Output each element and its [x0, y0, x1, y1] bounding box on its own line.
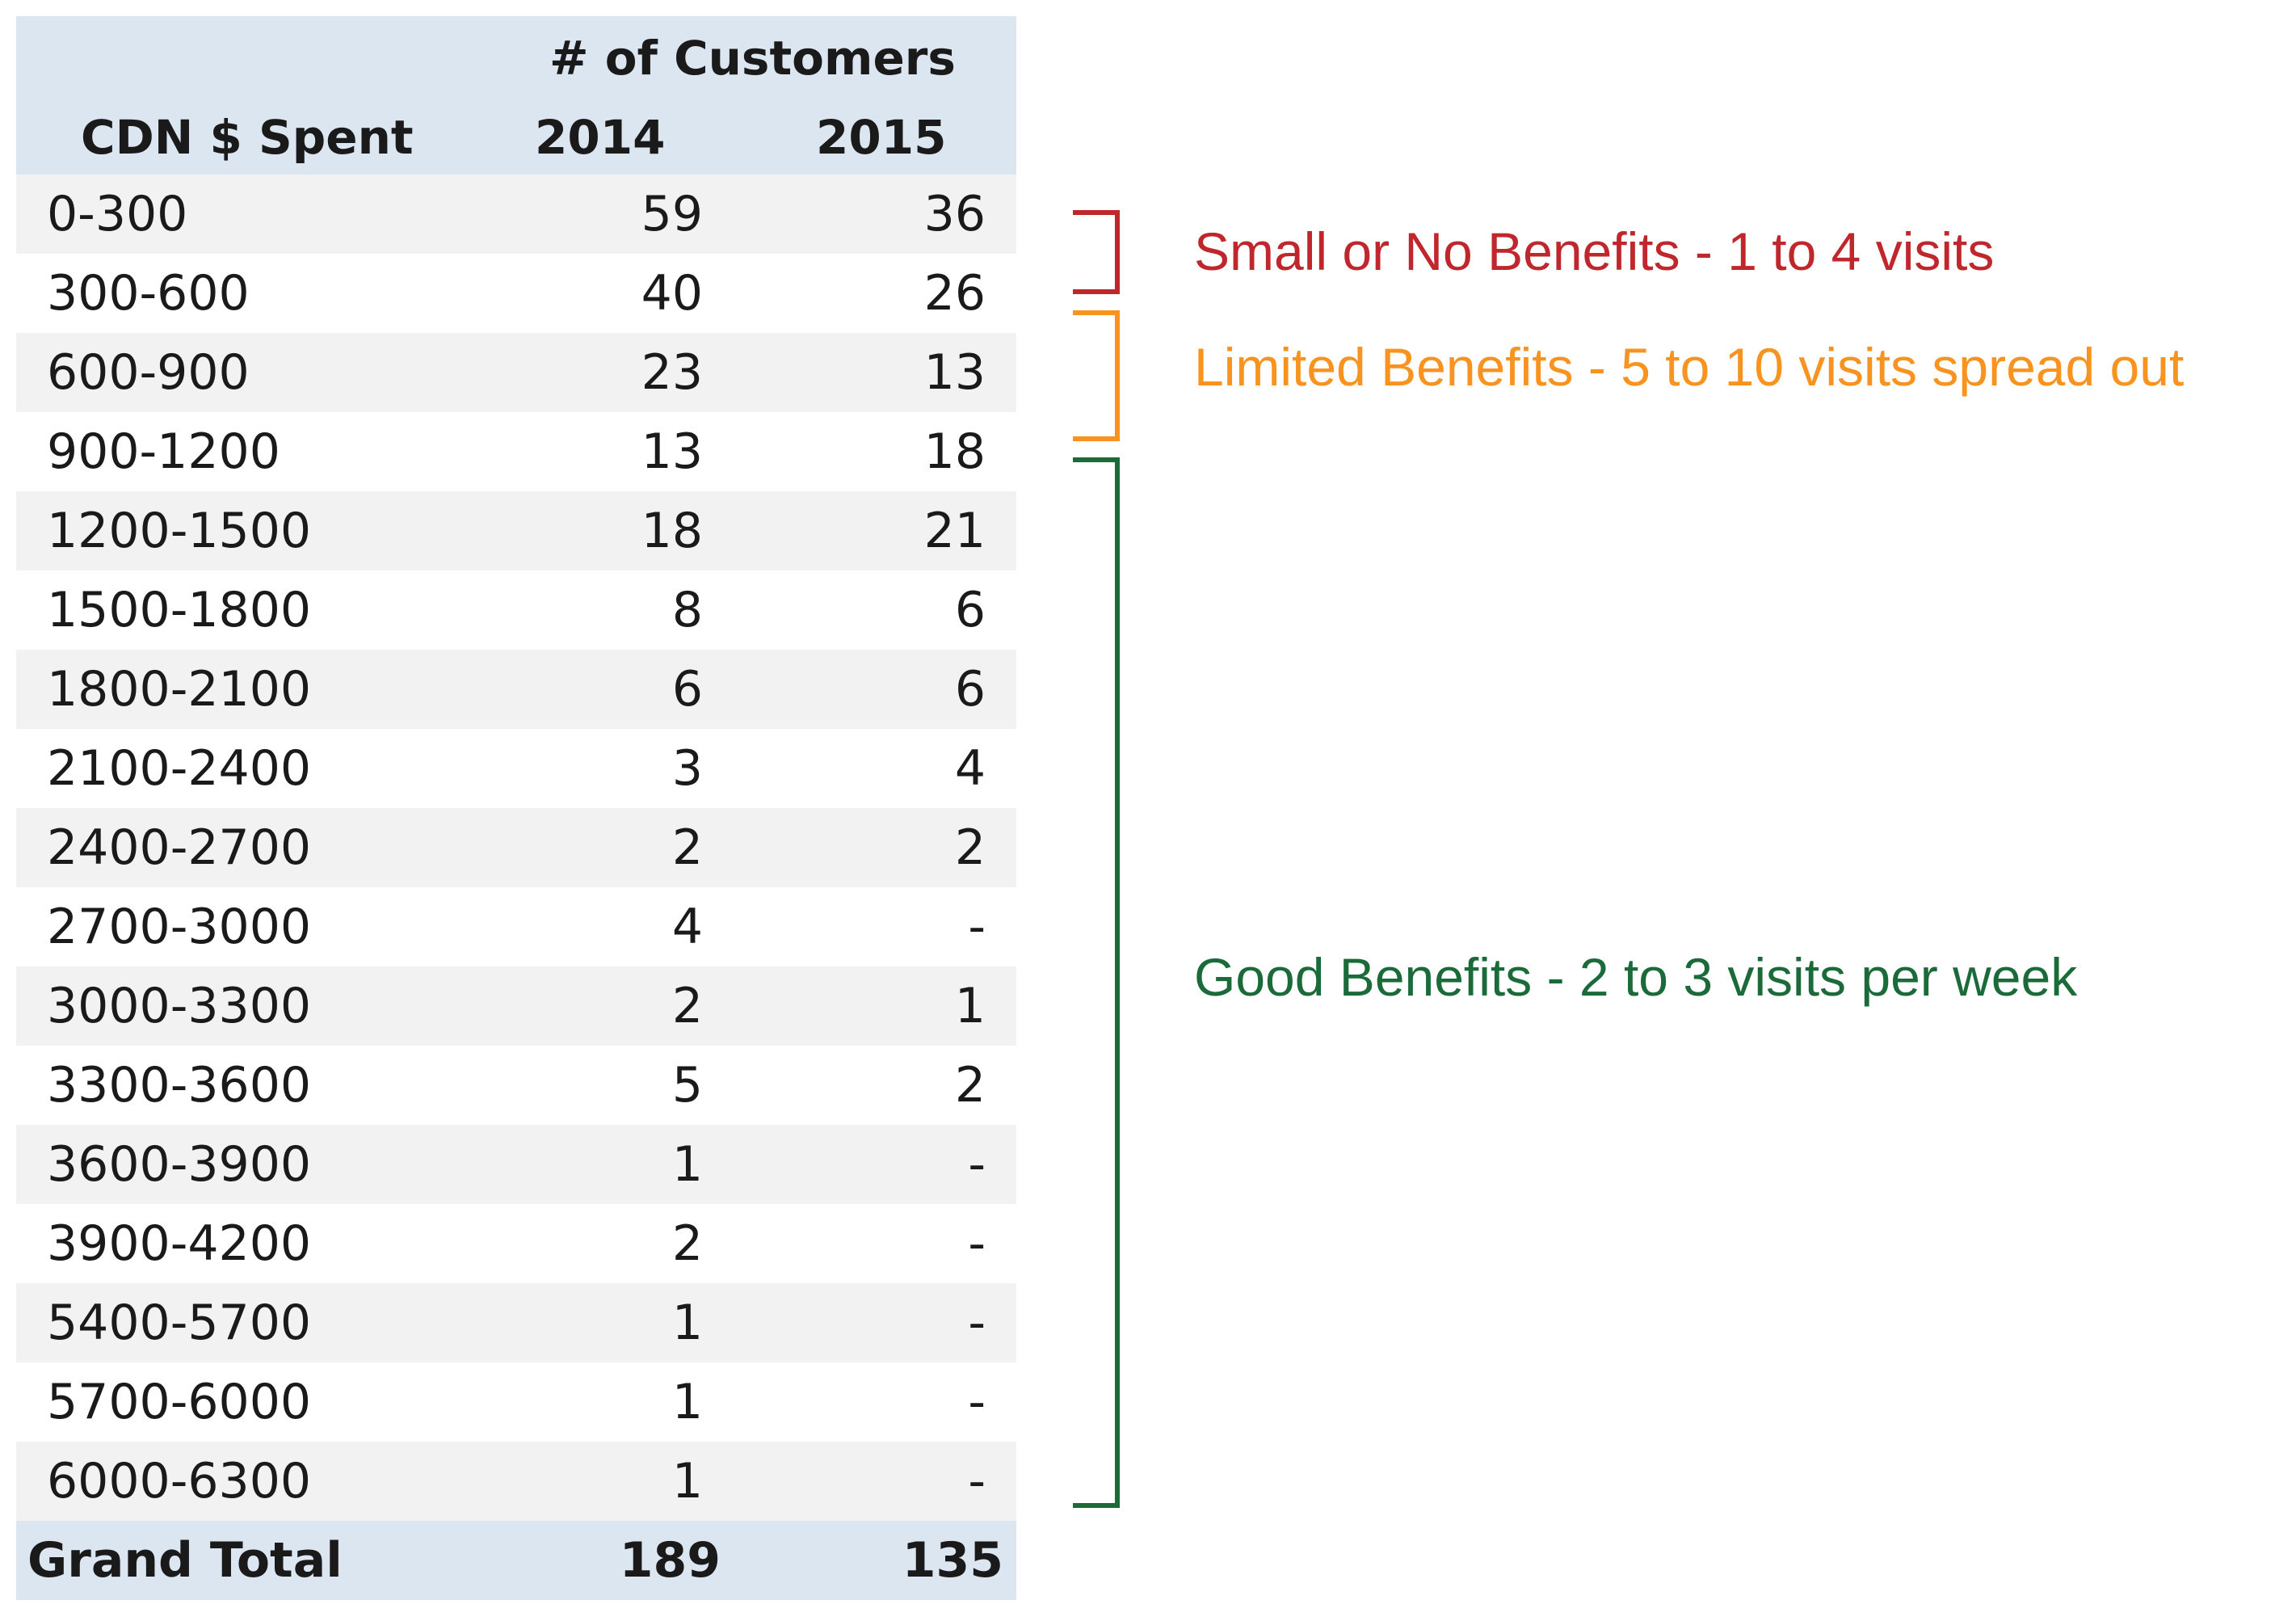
cell-range: 3900-4200 — [47, 1215, 312, 1272]
cell-2014: 2 — [671, 1215, 703, 1272]
table-row: 1800-2100 6 6 — [16, 650, 1016, 729]
cell-2015: - — [968, 899, 986, 955]
cell-range: 2700-3000 — [47, 899, 312, 955]
table-row: 3000-3300 2 1 — [16, 966, 1016, 1046]
cell-range: 1800-2100 — [47, 661, 312, 718]
column-header-range: CDN $ Spent — [81, 110, 414, 165]
cell-2015: 18 — [923, 423, 986, 480]
customer-spend-table: # of Customers CDN $ Spent 2014 2015 0-3… — [16, 16, 1016, 1600]
table-row: 1200-1500 18 21 — [16, 491, 1016, 571]
cell-2015: - — [968, 1453, 986, 1510]
cell-range: 2400-2700 — [47, 819, 312, 876]
cell-2014: 13 — [641, 423, 703, 480]
table-row: 3900-4200 2 - — [16, 1204, 1016, 1283]
cell-2015: - — [968, 1295, 986, 1351]
limited-benefits-label: Limited Benefits - 5 to 10 visits spread… — [1194, 337, 2185, 397]
cell-2014: 8 — [671, 582, 703, 638]
cell-2014: 18 — [641, 503, 703, 559]
cell-range: 900-1200 — [47, 423, 280, 480]
cell-2014: 40 — [641, 265, 703, 322]
small-benefits-bracket — [1073, 210, 1120, 294]
cell-range: 0-300 — [47, 186, 188, 242]
cell-2015: 26 — [923, 265, 986, 322]
cell-range: 300-600 — [47, 265, 250, 322]
cell-2015: 13 — [923, 344, 986, 401]
table-row: 5400-5700 1 - — [16, 1283, 1016, 1362]
grand-total-row: Grand Total 189 135 — [16, 1521, 1016, 1600]
cell-2015: - — [968, 1374, 986, 1430]
cell-range: 3300-3600 — [47, 1057, 312, 1114]
cell-2014: 1 — [671, 1136, 703, 1193]
cell-range: 2100-2400 — [47, 740, 312, 797]
cell-2015: 6 — [954, 661, 986, 718]
table-row: 1500-1800 8 6 — [16, 571, 1016, 650]
cell-2015: 21 — [923, 503, 986, 559]
cell-range: 600-900 — [47, 344, 250, 401]
cell-2014: 4 — [671, 899, 703, 955]
column-header-2015: 2015 — [816, 110, 947, 165]
cell-2014: 59 — [641, 186, 703, 242]
cell-range: 5400-5700 — [47, 1295, 312, 1351]
cell-range: 1200-1500 — [47, 503, 312, 559]
cell-2014: 2 — [671, 819, 703, 876]
table-row: 2400-2700 2 2 — [16, 808, 1016, 887]
good-benefits-label: Good Benefits - 2 to 3 visits per week — [1194, 947, 2078, 1007]
cell-2015: 2 — [954, 1057, 986, 1114]
cell-2014: 1 — [671, 1295, 703, 1351]
table-header: # of Customers CDN $ Spent 2014 2015 — [16, 16, 1016, 175]
table-row: 300-600 40 26 — [16, 254, 1016, 333]
grand-total-2015: 135 — [902, 1532, 1003, 1589]
good-benefits-bracket — [1073, 457, 1120, 1508]
table-row: 900-1200 13 18 — [16, 412, 1016, 491]
grand-total-2014: 189 — [619, 1532, 721, 1589]
cell-2014: 23 — [641, 344, 703, 401]
table-row: 2700-3000 4 - — [16, 887, 1016, 966]
limited-benefits-bracket — [1073, 310, 1120, 441]
cell-2015: 1 — [954, 978, 986, 1034]
table-row: 6000-6300 1 - — [16, 1442, 1016, 1521]
cell-range: 6000-6300 — [47, 1453, 312, 1510]
cell-2015: 4 — [954, 740, 986, 797]
cell-range: 3600-3900 — [47, 1136, 312, 1193]
grand-total-label: Grand Total — [27, 1532, 343, 1589]
table-row: 3600-3900 1 - — [16, 1125, 1016, 1204]
table-row: 0-300 59 36 — [16, 175, 1016, 254]
cell-2015: 36 — [923, 186, 986, 242]
cell-2014: 5 — [671, 1057, 703, 1114]
cell-2014: 2 — [671, 978, 703, 1034]
cell-2014: 1 — [671, 1453, 703, 1510]
cell-2015: - — [968, 1136, 986, 1193]
group-header-label: # of Customers — [549, 31, 956, 86]
cell-2015: 2 — [954, 819, 986, 876]
cell-2014: 6 — [671, 661, 703, 718]
cell-2014: 1 — [671, 1374, 703, 1430]
table-body: 0-300 59 36 300-600 40 26 600-900 23 13 900-1200 1… — [16, 175, 1016, 1521]
table-row: 2100-2400 3 4 — [16, 729, 1016, 808]
cell-2015: 6 — [954, 582, 986, 638]
table-row: 5700-6000 1 - — [16, 1362, 1016, 1442]
cell-range: 1500-1800 — [47, 582, 312, 638]
cell-2014: 3 — [671, 740, 703, 797]
cell-range: 5700-6000 — [47, 1374, 312, 1430]
table-row: 600-900 23 13 — [16, 333, 1016, 412]
cell-range: 3000-3300 — [47, 978, 312, 1034]
cell-2015: - — [968, 1215, 986, 1272]
small-benefits-label: Small or No Benefits - 1 to 4 visits — [1194, 221, 1995, 281]
table-row: 3300-3600 5 2 — [16, 1046, 1016, 1125]
column-header-2014: 2014 — [535, 110, 666, 165]
